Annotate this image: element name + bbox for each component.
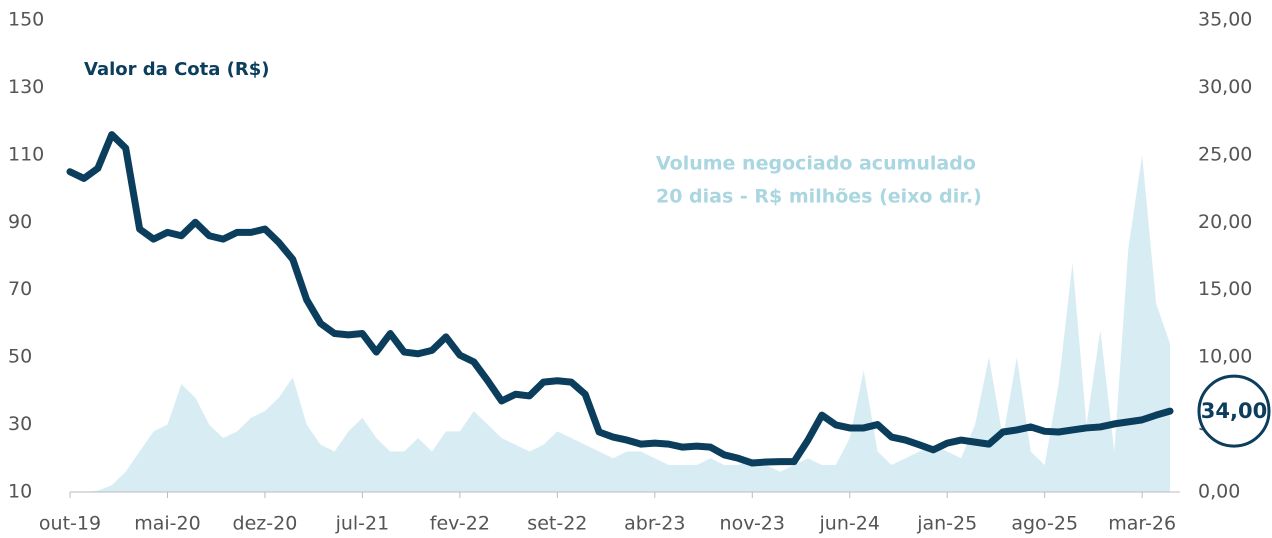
labels: 10305070901101301500,005,0010,0015,0020,… [8, 9, 1271, 535]
x-tick-label: set-22 [527, 513, 587, 535]
y-tick-label: 50 [8, 346, 32, 368]
end-value-marker [1197, 374, 1271, 448]
x-tick-label: jan-25 [916, 513, 977, 535]
y-tick-label: 10 [8, 481, 32, 503]
line-series-label: Valor da Cota (R$) [84, 59, 270, 80]
y-tick-label: 130 [8, 76, 44, 98]
x-tick-label: jul-21 [335, 513, 390, 535]
y-tick-label: 70 [8, 278, 32, 300]
x-tick-label: fev-22 [430, 513, 490, 535]
x-tick-label: mar-26 [1108, 513, 1176, 535]
plot [66, 131, 1180, 493]
x-tick-label: ago-25 [1011, 513, 1078, 535]
y2-tick-label: 25,00 [1198, 143, 1252, 165]
volume-area [70, 154, 1170, 492]
y-tick-label: 110 [8, 143, 44, 165]
end-value-label: 34,00 [1201, 399, 1267, 423]
y-tick-label: 90 [8, 211, 32, 233]
price-line [66, 131, 1174, 467]
x-tick-label: mai-20 [134, 513, 200, 535]
y2-tick-label: 35,00 [1198, 9, 1252, 31]
x-tick-label: out-19 [39, 513, 101, 535]
x-tick-label: abr-23 [624, 513, 685, 535]
y-tick-label: 30 [8, 413, 32, 435]
y2-tick-label: 0,00 [1198, 481, 1240, 503]
y2-tick-label: 15,00 [1198, 278, 1252, 300]
y-tick-label: 150 [8, 9, 44, 31]
y2-tick-label: 30,00 [1198, 76, 1252, 98]
area-series-label: Volume negociado acumulado [656, 153, 976, 175]
x-tick-label: nov-23 [720, 513, 785, 535]
y2-tick-label: 20,00 [1198, 211, 1252, 233]
x-tick-label: dez-20 [233, 513, 298, 535]
y2-tick-label: 10,00 [1198, 346, 1252, 368]
x-tick-label: jun-24 [819, 513, 880, 535]
area-series-label: 20 dias - R$ milhões (eixo dir.) [656, 186, 982, 208]
